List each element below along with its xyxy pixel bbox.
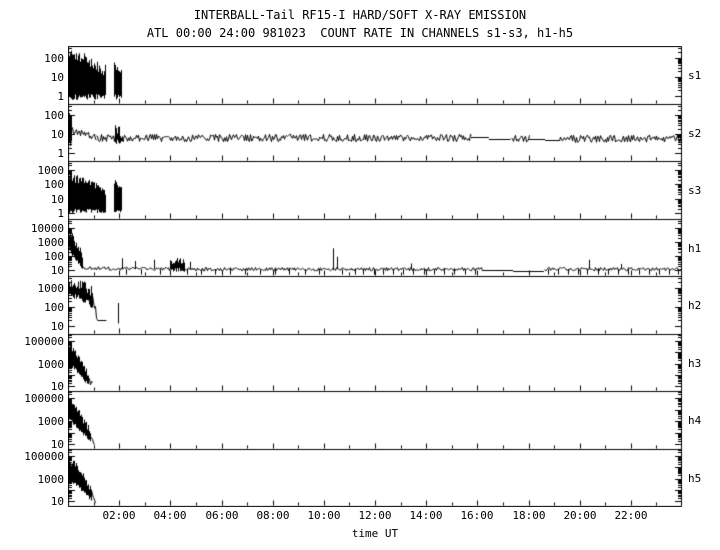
y-tick-label: 10: [50, 128, 64, 141]
panel-label-s2: s2: [688, 127, 702, 140]
x-axis-title: time UT: [351, 527, 399, 540]
y-tick-label: 100: [44, 178, 64, 191]
y-tick-label: 1000: [37, 164, 65, 177]
y-tick-label: 1000: [37, 415, 65, 428]
y-tick-label: 10: [50, 495, 64, 508]
x-tick-label: 04:00: [153, 509, 187, 522]
x-tick-label: 22:00: [614, 509, 648, 522]
x-tick-label: 18:00: [512, 509, 546, 522]
y-tick-label: 100000: [24, 335, 64, 348]
x-tick-label: 16:00: [460, 509, 494, 522]
xray-plot-canvas: [68, 46, 683, 507]
panel-label-h5: h5: [688, 472, 702, 485]
y-tick-label: 1000: [37, 236, 65, 249]
x-tick-label: 10:00: [307, 509, 341, 522]
y-tick-label: 100: [44, 109, 64, 122]
y-tick-label: 1000: [37, 282, 65, 295]
y-tick-label: 100000: [24, 392, 64, 405]
x-tick-label: 08:00: [256, 509, 290, 522]
panel-label-h1: h1: [688, 242, 702, 255]
panel-label-s3: s3: [688, 184, 702, 197]
y-tick-label: 10: [50, 71, 64, 84]
y-tick-label: 10: [50, 380, 64, 393]
y-tick-label: 100: [44, 301, 64, 314]
panel-label-s1: s1: [688, 69, 702, 82]
plot-subtitle: ATL 00:00 24:00 981023 COUNT RATE IN CHA…: [146, 26, 574, 40]
panel-label-h4: h4: [688, 414, 702, 427]
panel-label-h3: h3: [688, 357, 702, 370]
y-tick-label: 1000: [37, 473, 65, 486]
y-tick-label: 1: [57, 90, 64, 103]
y-tick-label: 10: [50, 193, 64, 206]
y-tick-label: 100: [44, 250, 64, 263]
y-tick-label: 10: [50, 320, 64, 333]
plot-title: INTERBALL-Tail RF15-I HARD/SOFT X-RAY EM…: [193, 8, 527, 22]
y-tick-label: 1: [57, 147, 64, 160]
y-tick-label: 10: [50, 264, 64, 277]
y-tick-label: 10000: [30, 222, 64, 235]
y-tick-label: 100000: [24, 450, 64, 463]
x-tick-label: 14:00: [409, 509, 443, 522]
y-tick-label: 10: [50, 438, 64, 451]
x-tick-label: 20:00: [563, 509, 597, 522]
y-tick-label: 1000: [37, 358, 65, 371]
x-tick-label: 02:00: [102, 509, 136, 522]
x-tick-label: 06:00: [205, 509, 239, 522]
y-tick-label: 100: [44, 52, 64, 65]
panel-label-h2: h2: [688, 299, 702, 312]
y-tick-label: 1: [57, 207, 64, 220]
x-tick-label: 12:00: [358, 509, 392, 522]
